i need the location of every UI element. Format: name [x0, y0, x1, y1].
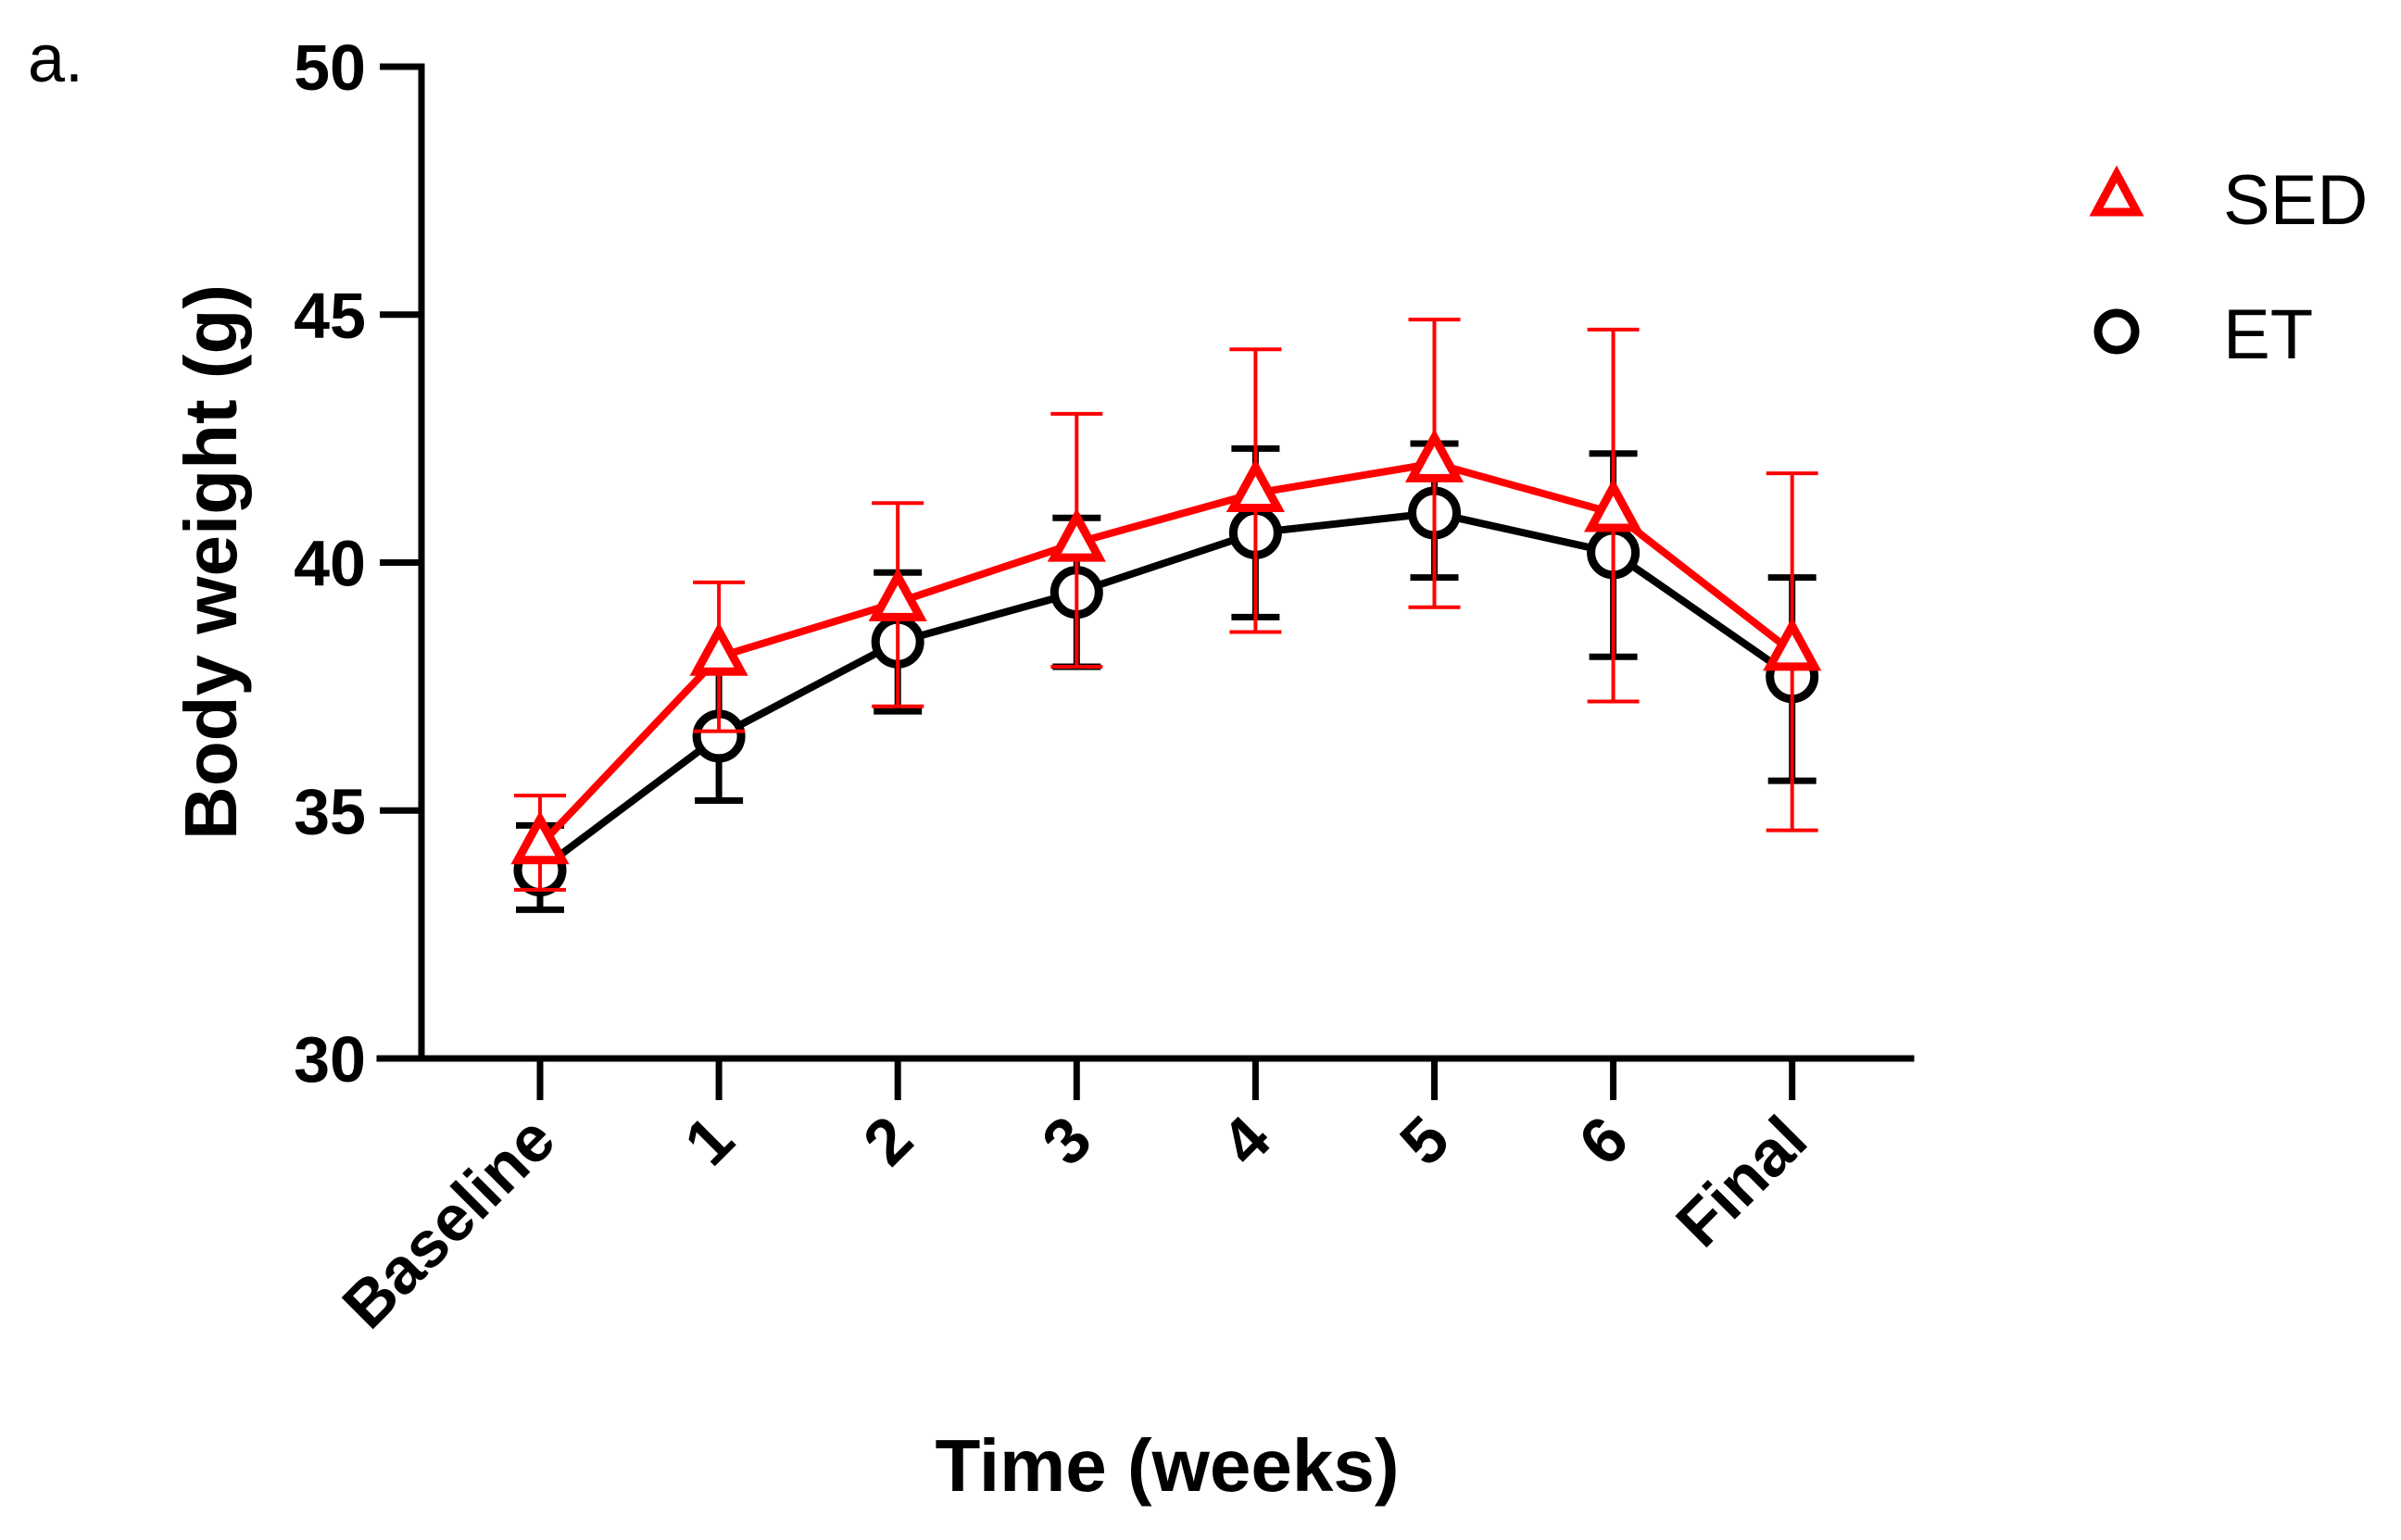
y-tick-label: 45: [294, 280, 366, 352]
y-axis-title: Body weight (g): [170, 284, 252, 840]
y-tick-label: 50: [294, 31, 366, 104]
series-sed: [510, 318, 1822, 892]
y-tick-label: 40: [294, 528, 366, 600]
legend-marker: [2093, 308, 2140, 355]
x-tick-label: 6: [1565, 1102, 1642, 1179]
series-line: [537, 459, 1795, 848]
data-point: [510, 810, 570, 865]
y-ticks: 30 35 40 45 50: [294, 31, 421, 1096]
legend-item-et: ET: [2093, 295, 2313, 374]
data-point: [868, 567, 927, 621]
data-point: [1404, 429, 1464, 482]
x-tick-label: Baseline: [329, 1102, 569, 1342]
x-tick-label: 4: [1207, 1102, 1284, 1179]
series-line: [537, 508, 1794, 873]
x-axis-title: Time (weeks): [936, 1424, 1400, 1507]
x-ticks: Baseline 1 2 3 4 5 6 Final: [329, 1058, 1820, 1342]
x-tick-label: 5: [1386, 1102, 1463, 1179]
x-tick-label: 3: [1028, 1102, 1105, 1179]
data-point: [1226, 458, 1285, 513]
x-tick-label: 1: [671, 1102, 748, 1179]
series-layer: [510, 318, 1822, 913]
legend-label: SED: [2223, 161, 2368, 240]
y-tick-label: 30: [294, 1023, 366, 1096]
x-tick-label: Final: [1663, 1102, 1821, 1260]
legend-item-sed: SED: [2089, 161, 2368, 240]
data-point: [689, 621, 748, 676]
data-point: [1584, 478, 1643, 532]
panel-label: a.: [28, 22, 83, 96]
y-tick-label: 35: [294, 775, 366, 847]
legend-marker: [2089, 165, 2144, 217]
legend: SED ET: [2089, 161, 2368, 374]
legend-label: ET: [2223, 295, 2313, 374]
x-tick-label: 2: [849, 1102, 926, 1179]
data-point: [1763, 617, 1822, 671]
data-point: [1047, 507, 1106, 562]
